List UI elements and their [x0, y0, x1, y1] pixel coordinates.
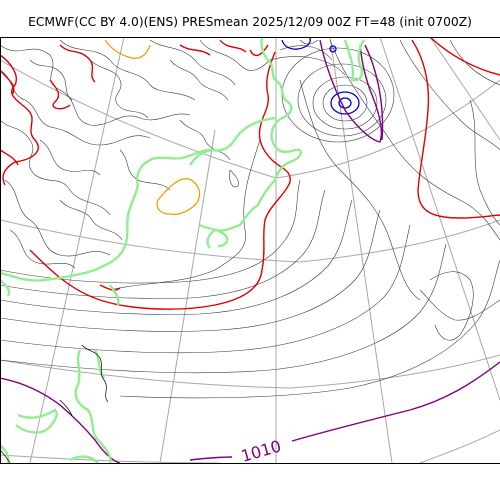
- meridian-line: [159, 129, 216, 463]
- pressure-map: 1010: [0, 37, 500, 463]
- map-title: ECMWF(CC BY 4.0)(ENS) PRESmean 2025/12/0…: [28, 15, 472, 29]
- meridian-line: [29, 37, 125, 463]
- parallel-arc: [419, 429, 500, 463]
- parallel-arc: [0, 354, 500, 389]
- meridian-line: [429, 37, 500, 141]
- isobar-red: [0, 37, 500, 310]
- parallel-arc: [0, 219, 500, 263]
- coastline: [0, 37, 365, 463]
- isobars: [0, 39, 500, 399]
- parallel-arc: [0, 59, 500, 179]
- terrain-orange: [104, 39, 201, 216]
- isobar-purple: [0, 39, 500, 463]
- map-canvas: 1010: [0, 37, 500, 463]
- contour-label-1010: 1010: [239, 436, 283, 463]
- graticule: [0, 37, 500, 463]
- southern-islands: [0, 344, 109, 463]
- meridian-line: [329, 37, 393, 463]
- terrain-contours: [0, 39, 271, 269]
- meridian-line: [379, 37, 500, 401]
